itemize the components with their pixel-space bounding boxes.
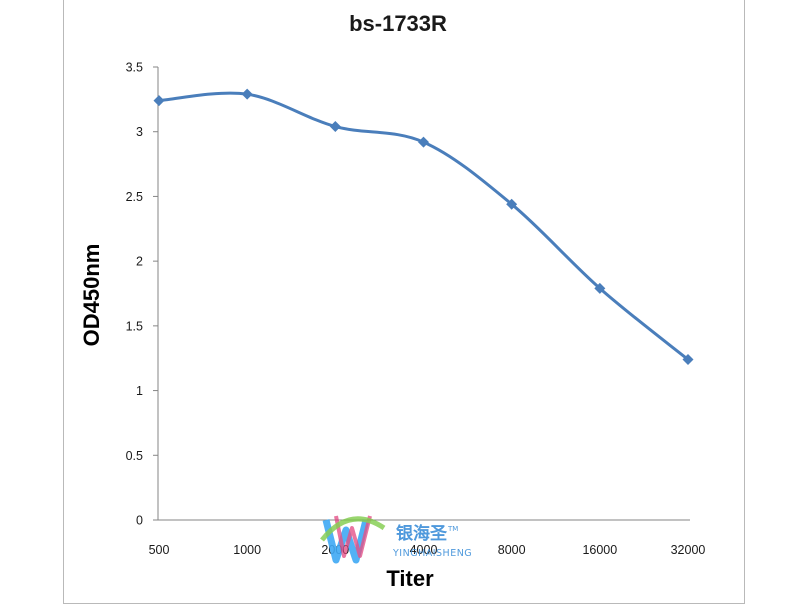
data-point-marker — [329, 121, 341, 133]
x-tick-label: 4000 — [410, 543, 438, 557]
y-tick-label: 3 — [136, 125, 143, 139]
y-axis-title: OD450nm — [79, 244, 104, 347]
y-tick-label: 3.5 — [126, 61, 143, 75]
x-tick-label: 16000 — [582, 543, 617, 557]
data-point-marker — [594, 282, 606, 294]
y-tick-label: 1 — [136, 384, 143, 398]
y-tick-label: 1.5 — [126, 319, 143, 333]
watermark-brand-en: YINGHAISHENG — [392, 548, 472, 559]
watermark-tm: TM — [447, 525, 458, 533]
x-axis-title: Titer — [386, 566, 434, 591]
x-tick-label: 500 — [149, 543, 170, 557]
watermark-logo: 银海圣 TM YINGHAISHENG — [320, 515, 472, 564]
y-tick-label: 2.5 — [126, 190, 143, 204]
data-point-marker — [682, 354, 694, 366]
x-tick-label: 1000 — [233, 543, 261, 557]
y-tick-label: 0.5 — [126, 449, 143, 463]
y-tick-label: 2 — [136, 255, 143, 269]
watermark-brand-cn: 银海圣 — [396, 523, 448, 544]
chart-title: bs-1733R — [349, 11, 447, 36]
data-point-marker — [506, 198, 518, 210]
data-point-marker — [241, 88, 253, 100]
data-point-marker — [153, 95, 165, 107]
y-tick-label: 0 — [136, 514, 143, 528]
chart-frame — [63, 0, 745, 604]
data-point-marker — [418, 136, 429, 148]
x-tick-label: 32000 — [671, 543, 706, 557]
x-tick-label: 8000 — [498, 543, 526, 557]
series-line — [158, 91, 689, 361]
logo-mark-icon — [320, 515, 386, 564]
